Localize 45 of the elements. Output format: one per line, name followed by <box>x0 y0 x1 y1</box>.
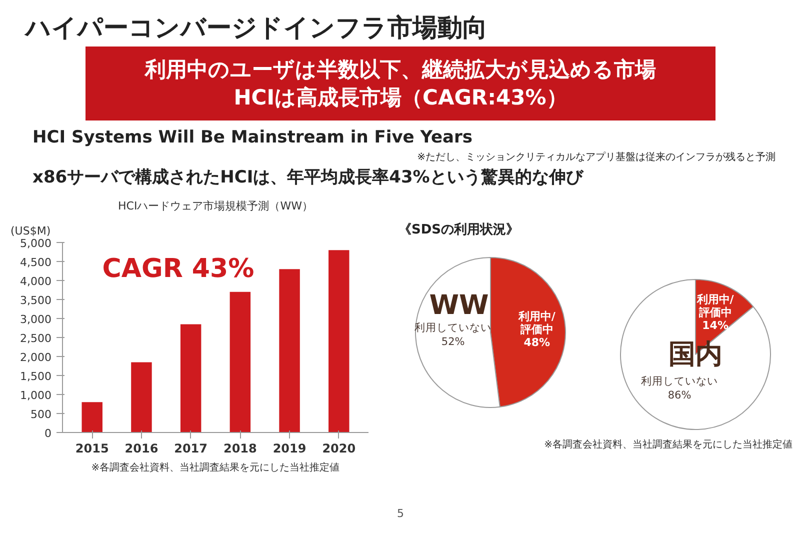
y-tick-label: 1,000 <box>20 389 52 402</box>
slice-label: 利用していない <box>414 320 492 334</box>
y-tick-label: 3,000 <box>20 313 52 326</box>
y-tick-label: 5,000 <box>20 237 52 250</box>
bar <box>180 324 202 432</box>
y-tick-label: 2,500 <box>20 332 52 345</box>
x-tick-label: 2018 <box>223 442 257 456</box>
bar <box>131 362 152 432</box>
text: HCI Systems Will Be Mainstream in Five Years <box>32 128 473 148</box>
y-tick-label: 1,500 <box>20 370 52 383</box>
bar <box>82 402 102 432</box>
x-tick-label: 2020 <box>322 442 356 456</box>
text: ※ただし、ミッションクリティカルなアプリ基盤は従来のインフラが残ると予測 <box>417 151 776 163</box>
bar <box>230 292 251 432</box>
x-tick-label: 2017 <box>174 442 208 456</box>
text: 国内 <box>668 339 722 370</box>
bar <box>279 269 300 432</box>
text: x86サーバで構成されたHCIは、年平均成長率43%という驚異的な伸び <box>32 168 584 188</box>
x-tick-label: 2015 <box>75 442 109 456</box>
y-tick-label: 3,500 <box>20 294 52 307</box>
x-tick-label: 2019 <box>272 442 306 456</box>
slice-label: 利用中/ 評価中 <box>517 310 556 336</box>
data-label: 48% <box>524 336 550 350</box>
y-axis-title: (US$M) <box>10 224 51 238</box>
text: 利用中のユーザは半数以下、継続拡大が見込める市場 HCIは高成長市場（CAGR:43%） <box>144 58 656 110</box>
y-tick-label: 4,500 <box>20 256 52 269</box>
y-tick-label: 4,000 <box>20 275 52 288</box>
y-tick-label: 500 <box>30 408 52 421</box>
text: WW <box>429 290 489 321</box>
data-label: 52% <box>441 336 465 348</box>
text: 5 <box>397 507 404 520</box>
slice-label: 利用していない <box>641 374 718 388</box>
x-tick-label: 2016 <box>124 442 158 456</box>
bar <box>328 250 350 432</box>
y-tick-label: 0 <box>44 427 52 440</box>
text: ※各調査会社資料、当社調査結果を元にした当社推定値 <box>544 438 793 450</box>
slice-label: 利用中/ 評価中 <box>696 292 735 319</box>
data-label: 86% <box>668 389 692 402</box>
data-label: 14% <box>702 318 728 332</box>
text: ハイパーコンバージドインフラ市場動向 <box>24 13 488 42</box>
annotation: CAGR 43% <box>102 254 254 284</box>
chart-title: 《SDSの利用状況》 <box>398 222 520 238</box>
y-tick-label: 2,000 <box>20 351 52 364</box>
text: ※各調査会社資料、当社調査結果を元にした当社推定値 <box>91 462 340 474</box>
chart-title: HCIハードウェア市場規模予測（WW） <box>118 200 313 212</box>
